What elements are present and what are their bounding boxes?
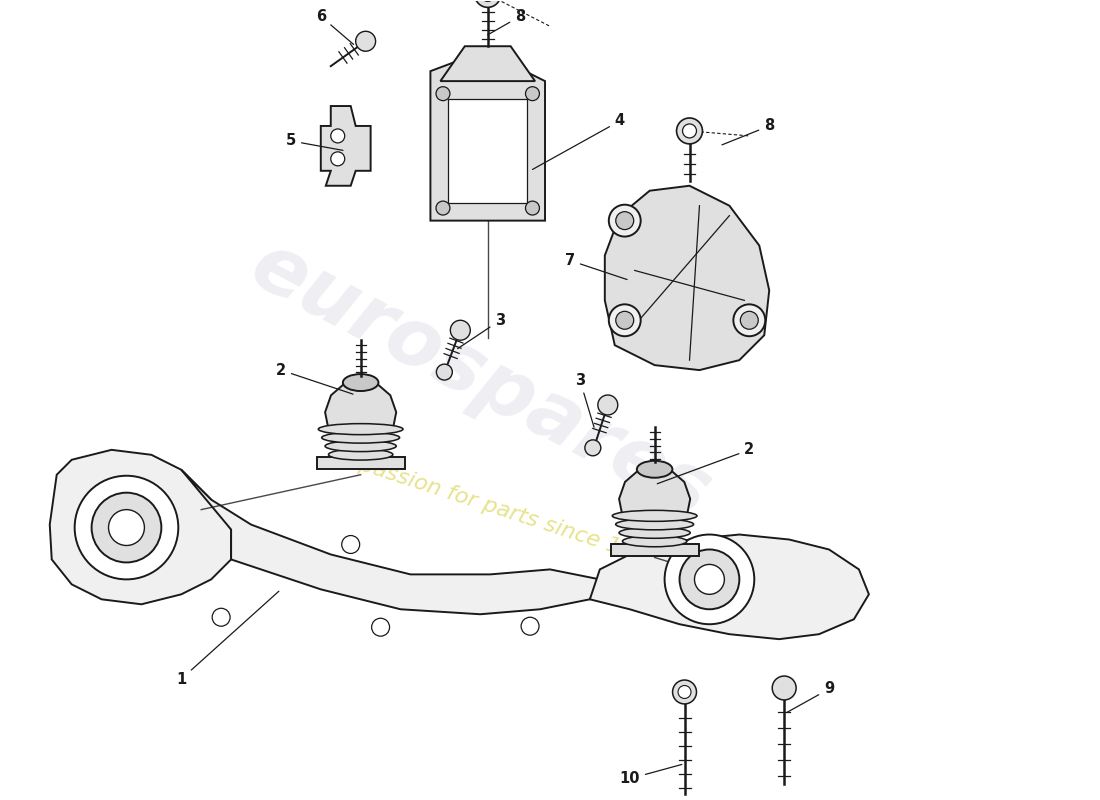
Polygon shape (605, 186, 769, 370)
Ellipse shape (613, 510, 697, 522)
Circle shape (772, 676, 796, 700)
Circle shape (91, 493, 162, 562)
Circle shape (521, 618, 539, 635)
Circle shape (678, 686, 691, 698)
Circle shape (694, 565, 725, 594)
Text: eurospares: eurospares (238, 226, 724, 534)
Circle shape (450, 320, 471, 340)
Circle shape (331, 129, 344, 143)
Circle shape (740, 311, 758, 330)
Circle shape (437, 364, 452, 380)
Circle shape (676, 118, 703, 144)
Text: 1: 1 (176, 591, 279, 686)
Circle shape (372, 618, 389, 636)
Text: 6: 6 (316, 9, 353, 45)
Circle shape (734, 304, 766, 336)
Polygon shape (50, 450, 231, 604)
Text: 10: 10 (619, 765, 682, 786)
Circle shape (355, 31, 375, 51)
Text: 9: 9 (786, 682, 834, 713)
Ellipse shape (343, 374, 378, 391)
Circle shape (475, 0, 500, 7)
Circle shape (212, 608, 230, 626)
Circle shape (616, 311, 634, 330)
Circle shape (331, 152, 344, 166)
Circle shape (672, 680, 696, 704)
Polygon shape (430, 56, 544, 221)
Circle shape (616, 212, 634, 230)
Circle shape (342, 535, 360, 554)
Circle shape (436, 201, 450, 215)
Circle shape (526, 86, 539, 101)
Ellipse shape (637, 461, 672, 478)
Text: 4: 4 (532, 114, 625, 170)
Circle shape (436, 86, 450, 101)
Ellipse shape (619, 527, 690, 538)
Ellipse shape (623, 536, 686, 546)
Text: 2: 2 (276, 362, 353, 394)
Polygon shape (590, 534, 869, 639)
Circle shape (585, 440, 601, 456)
Circle shape (481, 0, 495, 2)
Ellipse shape (329, 449, 393, 460)
Circle shape (608, 304, 640, 336)
Circle shape (109, 510, 144, 546)
Text: 2: 2 (657, 442, 755, 484)
Ellipse shape (616, 519, 694, 530)
Text: 5: 5 (286, 134, 343, 150)
Ellipse shape (321, 432, 399, 443)
Polygon shape (321, 106, 371, 186)
Circle shape (597, 395, 618, 415)
Text: 8: 8 (487, 9, 525, 35)
Circle shape (680, 550, 739, 610)
Circle shape (526, 201, 539, 215)
Ellipse shape (318, 424, 403, 434)
Text: 7: 7 (565, 253, 627, 279)
Polygon shape (449, 99, 527, 202)
Circle shape (664, 534, 755, 624)
Text: 3: 3 (458, 313, 505, 349)
Polygon shape (610, 544, 698, 556)
Text: a passion for parts since 1985: a passion for parts since 1985 (337, 448, 663, 571)
Polygon shape (182, 470, 600, 614)
Ellipse shape (326, 441, 396, 451)
Circle shape (75, 476, 178, 579)
Polygon shape (619, 467, 690, 516)
Text: 3: 3 (575, 373, 594, 427)
Polygon shape (317, 457, 405, 469)
Text: 8: 8 (722, 118, 774, 145)
Polygon shape (326, 381, 396, 429)
Polygon shape (440, 46, 535, 81)
Circle shape (608, 205, 640, 237)
Circle shape (682, 124, 696, 138)
